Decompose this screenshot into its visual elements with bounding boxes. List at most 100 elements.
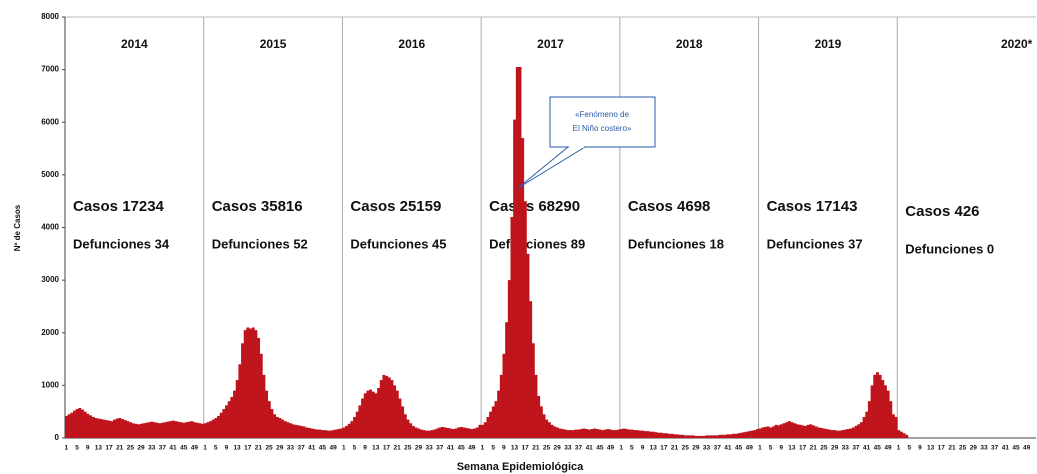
bar bbox=[419, 429, 423, 438]
x-tick-label: 25 bbox=[127, 445, 135, 452]
cases-label: Casos 35816 bbox=[212, 198, 303, 215]
bar bbox=[481, 424, 485, 438]
bar bbox=[715, 435, 719, 438]
bar bbox=[337, 429, 341, 438]
x-tick-label: 1 bbox=[481, 445, 485, 452]
bar bbox=[443, 427, 447, 438]
x-tick-label: 17 bbox=[383, 445, 391, 452]
bar bbox=[523, 201, 527, 438]
bar bbox=[641, 430, 645, 438]
x-tick-label: 13 bbox=[95, 445, 103, 452]
bar bbox=[675, 434, 679, 438]
bar bbox=[878, 374, 882, 438]
x-tick-label: 25 bbox=[820, 445, 828, 452]
bar bbox=[662, 433, 666, 438]
x-tick-label: 9 bbox=[363, 445, 367, 452]
x-tick-label: 33 bbox=[842, 445, 850, 452]
bar bbox=[286, 422, 290, 438]
bar bbox=[785, 422, 789, 438]
x-tick-label: 37 bbox=[575, 445, 583, 452]
bar bbox=[409, 423, 413, 438]
bar bbox=[721, 434, 725, 438]
callout-box bbox=[549, 96, 656, 148]
x-tick-label: 29 bbox=[276, 445, 284, 452]
bar bbox=[889, 401, 893, 438]
bar bbox=[478, 424, 482, 438]
bar bbox=[651, 431, 655, 438]
bar bbox=[723, 434, 727, 438]
bar bbox=[318, 429, 322, 438]
bar bbox=[91, 416, 95, 438]
bar bbox=[491, 406, 495, 438]
bar bbox=[897, 430, 901, 438]
bar bbox=[633, 430, 637, 438]
bar bbox=[739, 432, 743, 438]
bar bbox=[465, 428, 469, 438]
bar bbox=[865, 411, 869, 438]
bar bbox=[515, 66, 519, 439]
bar bbox=[814, 426, 818, 438]
bar bbox=[169, 421, 173, 438]
bar bbox=[545, 419, 549, 438]
bar bbox=[510, 216, 514, 438]
x-tick-label: 49 bbox=[746, 445, 754, 452]
bar bbox=[385, 375, 389, 438]
bar bbox=[366, 390, 370, 438]
x-tick-label: 33 bbox=[564, 445, 572, 452]
bar bbox=[259, 353, 263, 438]
x-tick-label: 1 bbox=[342, 445, 346, 452]
bar bbox=[526, 253, 530, 438]
bar bbox=[435, 428, 439, 438]
bar bbox=[139, 423, 143, 438]
bar bbox=[539, 406, 543, 438]
x-tick-label: 49 bbox=[468, 445, 476, 452]
bar bbox=[313, 429, 317, 438]
bar bbox=[699, 435, 703, 438]
bar bbox=[459, 426, 463, 438]
bar bbox=[427, 430, 431, 438]
x-tick-label: 29 bbox=[970, 445, 978, 452]
bar bbox=[110, 421, 114, 438]
bar bbox=[251, 327, 255, 438]
bar bbox=[83, 411, 87, 438]
bar bbox=[806, 424, 810, 438]
bar bbox=[521, 138, 525, 438]
bar bbox=[798, 424, 802, 438]
bar bbox=[774, 424, 778, 438]
x-tick-label: 5 bbox=[769, 445, 773, 452]
bar bbox=[513, 119, 517, 439]
bar bbox=[747, 431, 751, 438]
bar bbox=[614, 430, 618, 438]
x-tick-label: 13 bbox=[927, 445, 935, 452]
bar bbox=[862, 416, 866, 438]
bar bbox=[137, 424, 140, 438]
bar bbox=[870, 385, 874, 438]
bar bbox=[555, 427, 559, 438]
bar bbox=[158, 423, 162, 438]
bar bbox=[654, 432, 658, 438]
bar bbox=[291, 424, 295, 438]
bar bbox=[579, 429, 583, 438]
bar bbox=[430, 430, 434, 438]
bar bbox=[179, 422, 183, 438]
bar bbox=[745, 431, 749, 438]
x-tick-label: 37 bbox=[991, 445, 999, 452]
bar bbox=[769, 427, 773, 438]
bar bbox=[625, 429, 629, 438]
bar bbox=[566, 430, 570, 438]
bar bbox=[315, 429, 319, 438]
bar bbox=[795, 424, 799, 438]
bar bbox=[643, 431, 647, 438]
bar bbox=[843, 429, 847, 438]
bar bbox=[670, 433, 674, 438]
bar bbox=[529, 301, 533, 438]
bar bbox=[382, 374, 386, 438]
bar bbox=[763, 426, 767, 438]
bar bbox=[145, 422, 148, 438]
bar bbox=[718, 434, 722, 438]
bar bbox=[467, 428, 471, 438]
bar bbox=[475, 427, 479, 438]
year-label: 2020* bbox=[1001, 37, 1033, 51]
bar bbox=[603, 429, 607, 438]
bar bbox=[697, 435, 701, 438]
